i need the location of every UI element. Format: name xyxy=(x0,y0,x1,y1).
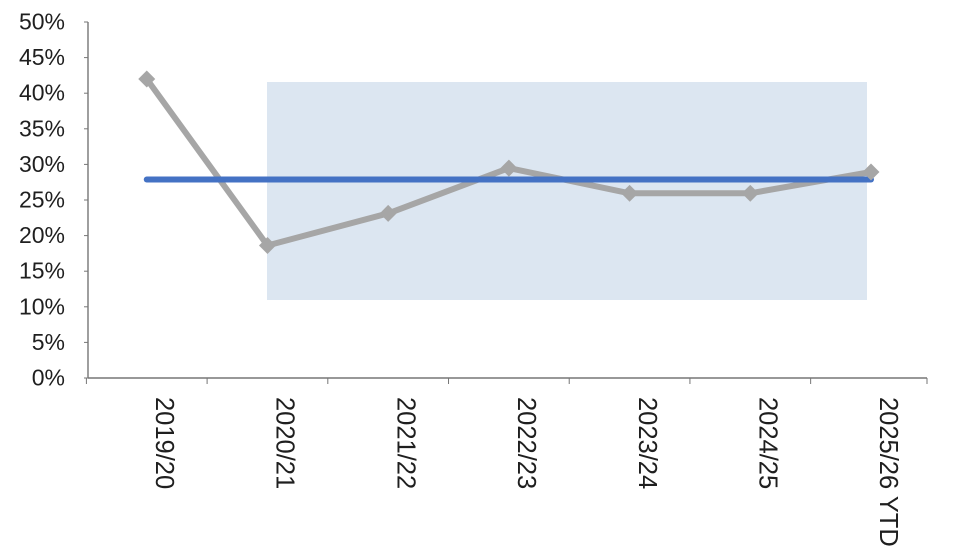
svg-text:10%: 10% xyxy=(19,293,65,319)
svg-text:2022/23: 2022/23 xyxy=(512,397,540,489)
svg-text:50%: 50% xyxy=(19,9,65,35)
svg-text:2019/20: 2019/20 xyxy=(150,397,178,489)
svg-text:35%: 35% xyxy=(19,115,65,141)
svg-text:2021/22: 2021/22 xyxy=(391,397,419,489)
svg-text:30%: 30% xyxy=(19,151,65,177)
svg-text:25%: 25% xyxy=(19,187,65,213)
svg-text:40%: 40% xyxy=(19,80,65,106)
svg-text:2023/24: 2023/24 xyxy=(633,397,661,489)
svg-text:20%: 20% xyxy=(19,222,65,248)
svg-text:45%: 45% xyxy=(19,44,65,70)
svg-text:2024/25: 2024/25 xyxy=(754,397,782,489)
svg-text:0%: 0% xyxy=(32,365,65,391)
svg-text:5%: 5% xyxy=(32,329,65,355)
svg-text:15%: 15% xyxy=(19,258,65,284)
svg-text:2020/21: 2020/21 xyxy=(271,397,299,489)
svg-text:2025/26 YTD: 2025/26 YTD xyxy=(874,397,902,547)
